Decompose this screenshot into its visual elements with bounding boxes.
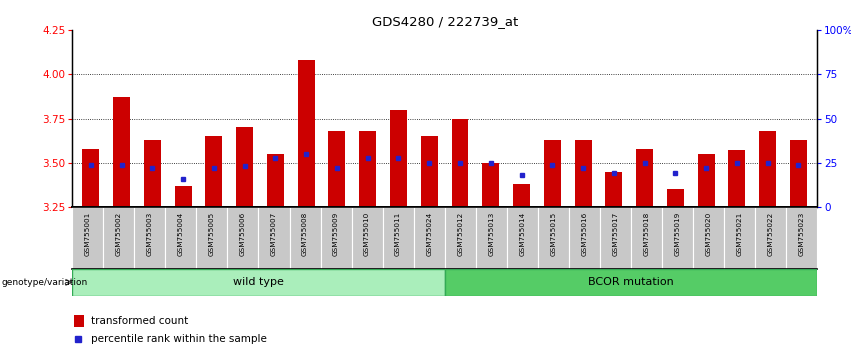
- Text: GSM755008: GSM755008: [302, 212, 308, 256]
- Text: GSM755019: GSM755019: [674, 212, 680, 256]
- Text: GSM755020: GSM755020: [705, 212, 711, 256]
- Text: GSM755023: GSM755023: [798, 212, 804, 256]
- Text: GSM755013: GSM755013: [488, 212, 494, 256]
- Bar: [637, 149, 653, 207]
- Bar: [144, 140, 161, 207]
- Bar: [600, 207, 631, 269]
- Text: genotype/variation: genotype/variation: [2, 278, 88, 287]
- Bar: [728, 150, 745, 207]
- Text: GSM755017: GSM755017: [612, 212, 619, 256]
- Bar: [605, 172, 622, 207]
- Text: transformed count: transformed count: [91, 316, 188, 326]
- Bar: [359, 131, 376, 207]
- Text: GSM755015: GSM755015: [551, 212, 557, 256]
- Text: BCOR mutation: BCOR mutation: [588, 277, 674, 287]
- Bar: [103, 207, 134, 269]
- Bar: [289, 207, 321, 269]
- Bar: [568, 207, 600, 269]
- Bar: [267, 154, 284, 207]
- Text: GSM755001: GSM755001: [85, 212, 91, 256]
- Bar: [174, 186, 191, 207]
- Bar: [506, 207, 538, 269]
- Bar: [420, 136, 437, 207]
- Text: GSM755010: GSM755010: [364, 212, 370, 256]
- Text: percentile rank within the sample: percentile rank within the sample: [91, 334, 267, 344]
- Bar: [631, 207, 662, 269]
- Text: GSM755018: GSM755018: [643, 212, 649, 256]
- Bar: [662, 207, 693, 269]
- Text: GSM755012: GSM755012: [457, 212, 463, 256]
- Bar: [667, 189, 684, 207]
- Bar: [444, 207, 476, 269]
- Title: GDS4280 / 222739_at: GDS4280 / 222739_at: [372, 15, 517, 28]
- Text: GSM755002: GSM755002: [116, 212, 122, 256]
- Text: GSM755005: GSM755005: [209, 212, 215, 256]
- Bar: [544, 140, 561, 207]
- Text: GSM755024: GSM755024: [426, 212, 432, 256]
- Bar: [444, 269, 817, 296]
- Bar: [759, 131, 776, 207]
- Bar: [113, 97, 130, 207]
- Bar: [755, 207, 786, 269]
- Bar: [574, 140, 591, 207]
- Bar: [414, 207, 444, 269]
- Text: wild type: wild type: [233, 277, 284, 287]
- Bar: [790, 140, 807, 207]
- Bar: [786, 207, 817, 269]
- Bar: [259, 207, 289, 269]
- Bar: [83, 149, 100, 207]
- Bar: [237, 127, 253, 207]
- Text: GSM755016: GSM755016: [581, 212, 587, 256]
- Bar: [134, 207, 165, 269]
- Bar: [698, 154, 715, 207]
- Text: GSM755014: GSM755014: [519, 212, 525, 256]
- Bar: [227, 207, 259, 269]
- Bar: [72, 207, 103, 269]
- Bar: [321, 207, 351, 269]
- Bar: [74, 315, 84, 327]
- Text: GSM755021: GSM755021: [736, 212, 742, 256]
- Text: GSM755009: GSM755009: [333, 212, 339, 256]
- Bar: [351, 207, 383, 269]
- Bar: [390, 110, 407, 207]
- Bar: [538, 207, 568, 269]
- Text: GSM755022: GSM755022: [768, 212, 774, 256]
- Bar: [298, 60, 315, 207]
- Bar: [383, 207, 414, 269]
- Bar: [483, 163, 500, 207]
- Text: GSM755003: GSM755003: [147, 212, 153, 256]
- Bar: [724, 207, 755, 269]
- Bar: [476, 207, 506, 269]
- Text: GSM755007: GSM755007: [271, 212, 277, 256]
- Bar: [693, 207, 724, 269]
- Bar: [328, 131, 346, 207]
- Bar: [197, 207, 227, 269]
- Text: GSM755006: GSM755006: [240, 212, 246, 256]
- Bar: [165, 207, 197, 269]
- Text: GSM755011: GSM755011: [395, 212, 401, 256]
- Bar: [452, 119, 469, 207]
- Bar: [205, 136, 222, 207]
- Text: GSM755004: GSM755004: [178, 212, 184, 256]
- Bar: [72, 269, 444, 296]
- Bar: [513, 184, 530, 207]
